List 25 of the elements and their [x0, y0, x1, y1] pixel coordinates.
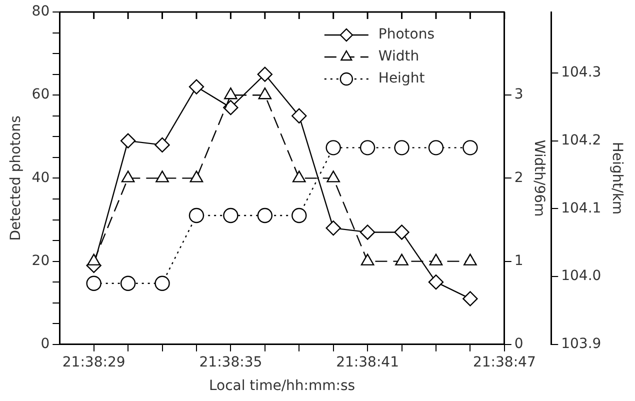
y-tick-label: 0 — [40, 336, 50, 352]
legend-label: Photons — [378, 26, 435, 43]
x-tick-label: 21:38:47 — [472, 354, 536, 370]
y2-axis-title: Width/96m — [531, 140, 548, 217]
y2-tick-label: 3 — [514, 86, 524, 103]
y3-tick-label: 104.2 — [561, 132, 602, 149]
x-tick-label: 21:38:35 — [199, 354, 262, 370]
x-tick-label: 21:38:41 — [336, 354, 399, 370]
y3-tick-label: 103.9 — [561, 336, 602, 352]
legend-label: Height — [378, 70, 426, 87]
y3-axis-title: Height/km — [608, 142, 625, 215]
y-axis-title: Detected photons — [8, 116, 24, 241]
y3-tick-label: 104.0 — [561, 268, 602, 284]
y3-tick-label: 104.1 — [561, 200, 602, 216]
y2-tick-label: 0 — [514, 336, 524, 352]
y3-tick-label: 104.3 — [561, 64, 602, 81]
y2-tick-label: 2 — [514, 170, 524, 186]
y-tick-label: 20 — [32, 252, 50, 269]
y2-tick-label: 1 — [514, 252, 524, 269]
y-tick-label: 80 — [32, 4, 50, 20]
y-tick-label: 60 — [32, 86, 50, 103]
x-axis-title: Local time/hh:mm:ss — [208, 378, 356, 394]
y-tick-label: 40 — [32, 170, 50, 186]
legend-label: Width — [378, 48, 420, 65]
x-tick-label: 21:38:29 — [62, 354, 126, 370]
